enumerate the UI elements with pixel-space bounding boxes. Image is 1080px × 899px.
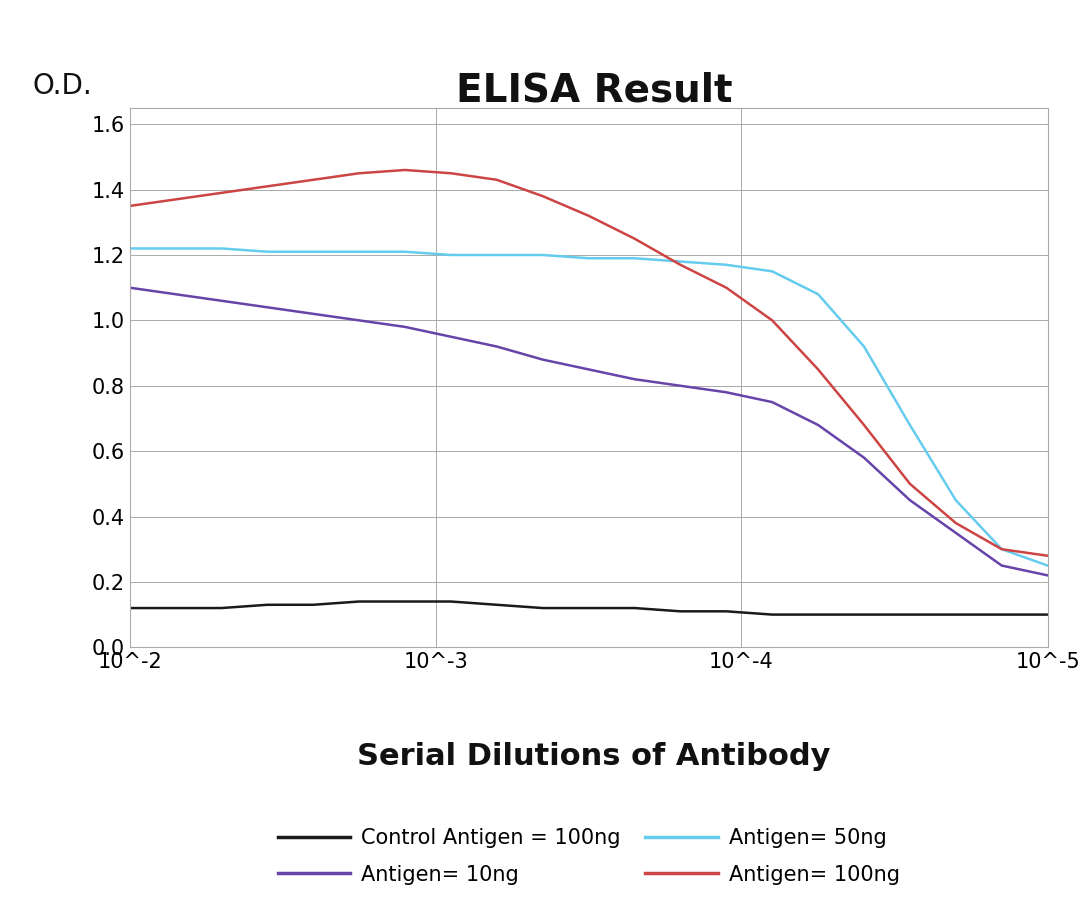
Legend: Control Antigen = 100ng, Antigen= 10ng, Antigen= 50ng, Antigen= 100ng: Control Antigen = 100ng, Antigen= 10ng, … — [269, 820, 908, 893]
Text: ELISA Result: ELISA Result — [456, 72, 732, 110]
Text: Serial Dilutions of Antibody: Serial Dilutions of Antibody — [357, 742, 831, 770]
Text: O.D.: O.D. — [32, 72, 92, 100]
